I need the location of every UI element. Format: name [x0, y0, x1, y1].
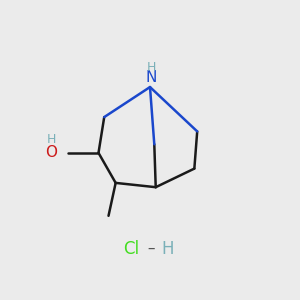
Text: H: H — [46, 134, 56, 146]
Text: –: – — [143, 241, 160, 256]
Text: N: N — [146, 70, 157, 85]
Text: H: H — [147, 61, 156, 74]
Text: Cl: Cl — [123, 240, 140, 258]
Text: H: H — [161, 240, 173, 258]
Text: O: O — [45, 146, 57, 160]
